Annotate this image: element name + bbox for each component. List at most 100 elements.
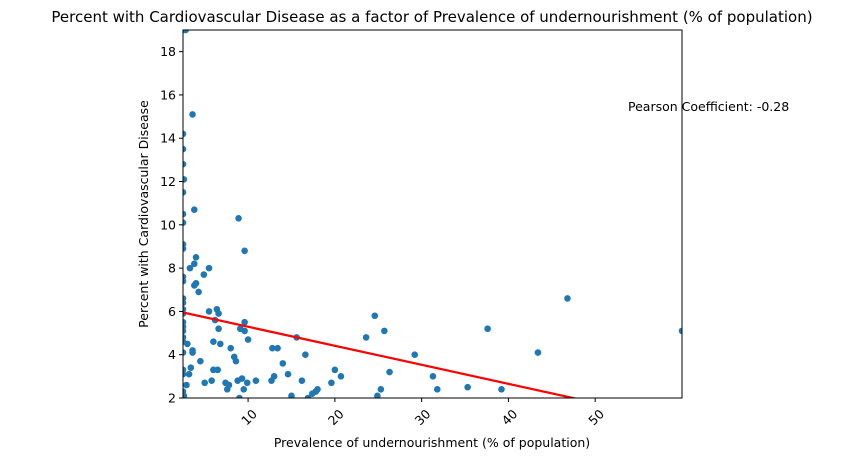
- y-axis: 2 4 6 8 10 12 14 16 18: [160, 44, 183, 406]
- x-axis-label: Prevalence of undernourishment (% of pop…: [274, 435, 590, 450]
- data-point: [236, 394, 243, 398]
- data-point: [183, 219, 187, 226]
- data-point: [183, 349, 187, 356]
- y-tick-label: 4: [168, 347, 176, 362]
- data-point: [241, 247, 248, 255]
- data-point: [377, 386, 385, 393]
- x-tick-label: 20: [325, 406, 347, 428]
- data-point: [183, 370, 187, 378]
- x-tick-label: 30: [412, 406, 434, 428]
- data-point: [240, 386, 248, 393]
- data-point: [386, 368, 393, 376]
- data-point: [215, 310, 222, 317]
- data-point: [464, 383, 471, 391]
- data-point: [371, 312, 379, 320]
- data-point: [189, 111, 196, 118]
- data-point: [288, 392, 295, 398]
- data-point: [183, 392, 188, 398]
- data-point: [429, 373, 437, 380]
- data-points: [183, 30, 682, 398]
- data-point: [205, 308, 213, 315]
- data-point: [208, 377, 215, 384]
- data-point: [183, 176, 188, 183]
- y-tick-label: 2: [168, 391, 176, 406]
- data-point: [195, 288, 202, 296]
- y-tick-label: 14: [160, 131, 176, 146]
- data-point: [197, 357, 204, 365]
- data-point: [187, 364, 195, 371]
- y-axis-label: Percent with Cardiovascular Disease: [136, 100, 151, 328]
- data-point: [314, 386, 321, 393]
- y-tick-label: 10: [160, 217, 176, 232]
- data-point: [189, 349, 196, 356]
- trendline-layer: [183, 311, 579, 398]
- data-point: [183, 245, 187, 252]
- data-point: [183, 130, 187, 138]
- data-point: [433, 386, 441, 393]
- data-point: [411, 351, 419, 359]
- data-point: [243, 379, 251, 387]
- x-axis: 10 20 30 40 50: [238, 398, 607, 428]
- data-point: [381, 327, 388, 335]
- y-tick-label: 18: [160, 44, 176, 59]
- data-point: [183, 327, 187, 335]
- data-point: [252, 377, 260, 384]
- data-point: [205, 264, 213, 272]
- data-point: [225, 381, 233, 389]
- data-point: [232, 357, 240, 365]
- data-point: [183, 299, 187, 307]
- data-point: [374, 392, 381, 398]
- data-point: [192, 279, 200, 287]
- data-point: [183, 210, 187, 218]
- data-point: [534, 349, 542, 356]
- data-point: [227, 344, 235, 352]
- data-point: [183, 160, 187, 168]
- y-tick-label: 8: [168, 261, 176, 276]
- data-point: [183, 189, 187, 196]
- x-tick-label: 40: [498, 406, 520, 428]
- y-tick-label: 16: [160, 87, 176, 102]
- data-point: [498, 386, 505, 393]
- data-point: [244, 336, 252, 343]
- data-point: [190, 206, 198, 213]
- data-point: [241, 318, 248, 326]
- trendline: [183, 311, 579, 398]
- data-point: [302, 351, 309, 359]
- data-point: [200, 271, 208, 278]
- x-tick-label: 50: [585, 406, 607, 428]
- data-point: [186, 264, 194, 272]
- y-tick-label: 6: [168, 304, 176, 319]
- data-point: [183, 277, 187, 285]
- data-point: [210, 338, 217, 346]
- data-point: [214, 366, 222, 374]
- plot-frame: [182, 29, 683, 399]
- data-point: [183, 145, 187, 153]
- data-point: [185, 370, 193, 378]
- data-point: [183, 381, 190, 389]
- data-point: [235, 215, 242, 222]
- data-point: [184, 340, 191, 348]
- data-point: [328, 379, 335, 387]
- data-point: [274, 344, 281, 352]
- data-point: [183, 30, 189, 34]
- x-tick-label: 10: [238, 406, 260, 428]
- data-point: [201, 379, 208, 387]
- data-point: [284, 370, 292, 378]
- data-point: [241, 327, 248, 335]
- data-point: [564, 295, 571, 302]
- data-point: [362, 334, 370, 341]
- data-point: [279, 360, 287, 367]
- data-point: [269, 344, 276, 352]
- data-point: [678, 327, 682, 335]
- y-tick-label: 12: [160, 174, 176, 189]
- data-point: [337, 373, 345, 380]
- data-point: [331, 366, 339, 374]
- data-point: [238, 375, 246, 382]
- data-point: [190, 260, 198, 268]
- pearson-annotation: Pearson Coefficient: -0.28: [628, 99, 789, 114]
- chart-title: Percent with Cardiovascular Disease as a…: [51, 8, 812, 26]
- data-point: [215, 325, 222, 333]
- data-point: [192, 253, 200, 261]
- data-point: [217, 340, 224, 348]
